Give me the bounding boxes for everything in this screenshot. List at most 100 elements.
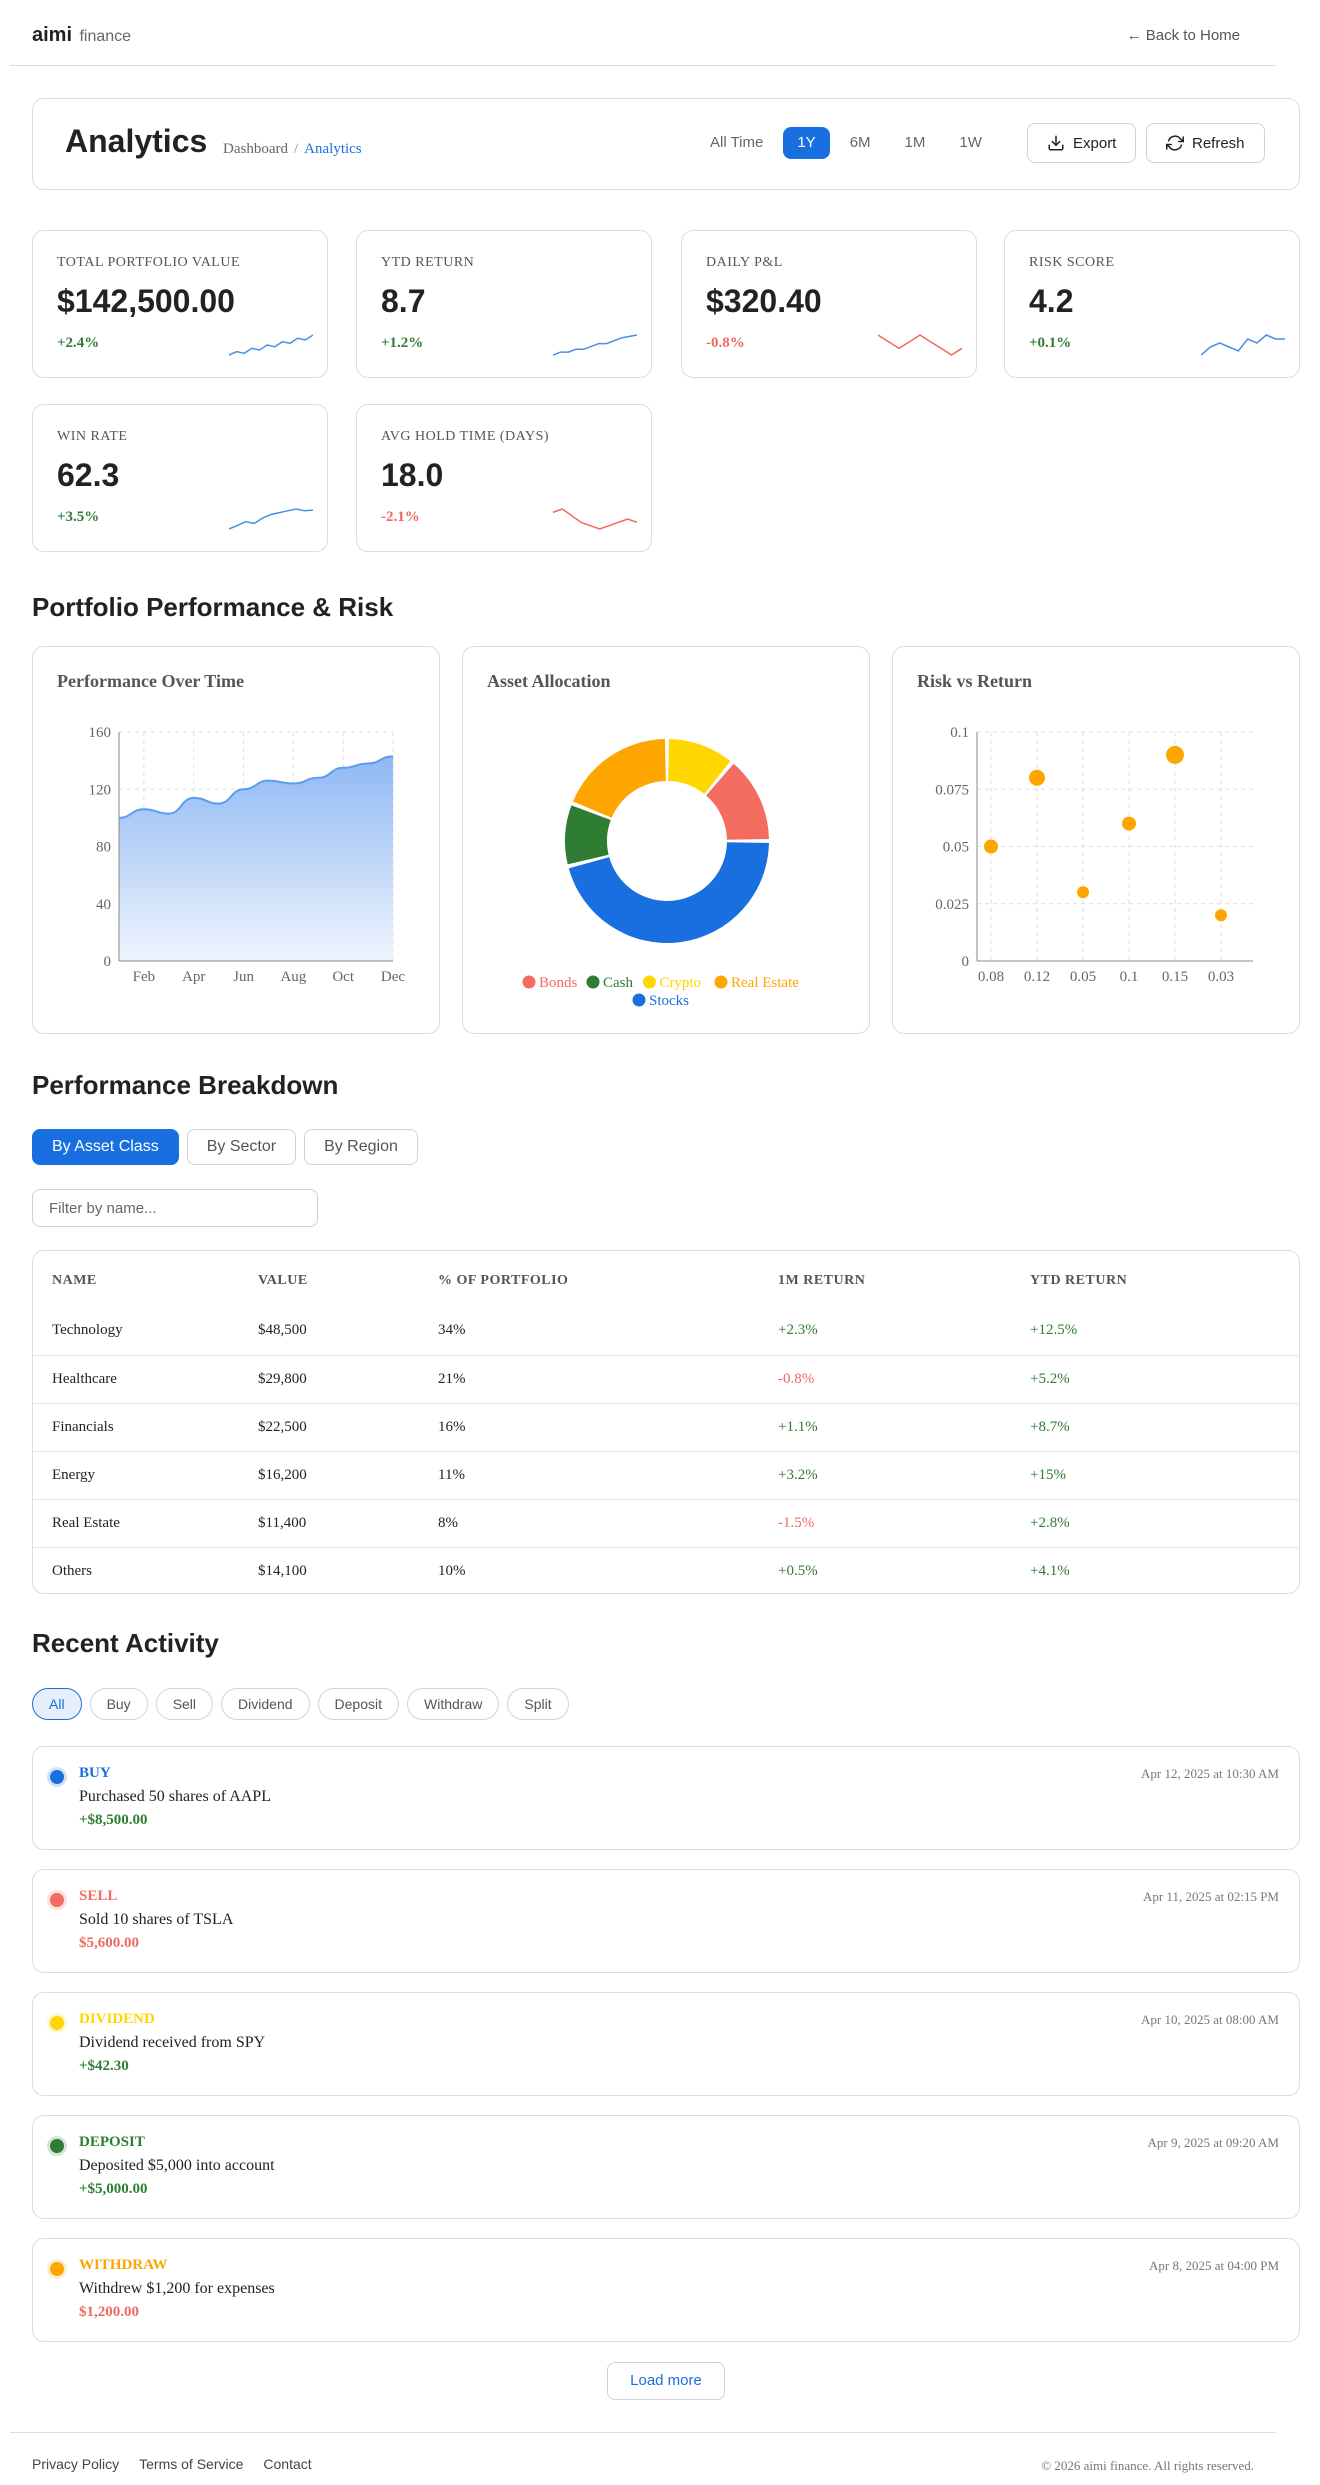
activity-type: DEPOSIT xyxy=(79,2134,145,2150)
activity-type-dot xyxy=(50,2016,64,2030)
filter-by-name-input[interactable] xyxy=(32,1189,318,1227)
scatter-point xyxy=(984,839,998,854)
brand-logo[interactable]: aimi finance xyxy=(32,24,131,47)
activity-type: BUY xyxy=(79,1765,111,1781)
sparkline-path xyxy=(1201,334,1285,356)
y-tick-label: 0.025 xyxy=(935,897,969,913)
cell-1m-return: +2.3% xyxy=(778,1322,818,1339)
kpi-change: +2.4% xyxy=(57,335,100,351)
activity-item-dividend[interactable]: DIVIDEND Dividend received from SPY +$42.3… xyxy=(32,1992,1300,2096)
export-button[interactable]: Export xyxy=(1027,123,1137,163)
cell-ytd-return: +15% xyxy=(1030,1450,1299,1499)
performance-chart-title: Performance Over Time xyxy=(57,671,244,691)
y-tick-label: 0 xyxy=(104,954,112,970)
table-row[interactable]: Energy $16,200 11% +3.2% +15% xyxy=(33,1450,1299,1499)
cell-pct: 34% xyxy=(438,1322,466,1339)
kpi-change: -2.1% xyxy=(381,509,420,525)
x-tick-label: Feb xyxy=(133,969,156,985)
activity-amount: +$5,000.00 xyxy=(79,2181,148,2197)
performance-area-chart: 0 40 80 120 160 Feb Apr Jun Aug Oct Dec xyxy=(89,725,406,985)
y-tick-label: 0.075 xyxy=(935,782,969,798)
activity-amount: $1,200.00 xyxy=(79,2304,139,2320)
activity-filter-buy[interactable]: Buy xyxy=(89,1688,148,1720)
kpi-card-ytd-return: YTD RETURN 8.7 +1.2% xyxy=(356,230,652,378)
top-nav: aimi finance ← Back to Home xyxy=(10,0,1276,66)
sparkline-path xyxy=(229,508,313,530)
table-row[interactable]: Technology $48,500 34% +2.3% +12.5% xyxy=(33,1307,1299,1355)
cell-value: $16,200 xyxy=(258,1450,438,1499)
legend-label-stocks: Stocks xyxy=(649,993,689,1009)
activity-timestamp: Apr 12, 2025 at 10:30 AM xyxy=(1141,1766,1279,1781)
range-1w[interactable]: 1W xyxy=(959,134,982,151)
kpi-card-total-portfolio-value: TOTAL PORTFOLIO VALUE $142,500.00 +2.4% xyxy=(32,230,328,378)
column-header-ytd-return[interactable]: YTD RETURN xyxy=(1030,1273,1128,1288)
slice-cash xyxy=(565,805,611,865)
x-tick-label: 0.03 xyxy=(1208,969,1234,985)
cell-ytd-return: +5.2% xyxy=(1030,1354,1299,1403)
table-row[interactable]: Others $14,100 10% +0.5% +4.1% xyxy=(33,1546,1299,1593)
footer-link-contact[interactable]: Contact xyxy=(263,2456,312,2472)
tab-by-region[interactable]: By Region xyxy=(304,1129,418,1165)
kpi-value: $320.40 xyxy=(706,283,822,319)
breadcrumb: Dashboard / Analytics xyxy=(223,141,362,158)
x-tick-label: Dec xyxy=(381,969,405,985)
column-header-1m-return[interactable]: 1M RETURN xyxy=(778,1273,866,1288)
activity-filter-withdraw[interactable]: Withdraw xyxy=(407,1688,500,1720)
range-6m[interactable]: 6M xyxy=(849,134,871,151)
legend-swatch-cash xyxy=(586,975,600,989)
activity-item-sell[interactable]: SELL Sold 10 shares of TSLA $5,600.00 Apr 1… xyxy=(32,1869,1300,1973)
risk-return-chart-card: Risk vs Return 0 0.025 0.05 0.075 0.1 0.08 0.1… xyxy=(892,646,1300,1034)
range-1m[interactable]: 1M xyxy=(904,134,926,151)
activity-item-withdraw[interactable]: WITHDRAW Withdrew $1,200 for expenses $1,2… xyxy=(32,2238,1300,2342)
tab-by-sector[interactable]: By Sector xyxy=(186,1129,297,1165)
range-all-time[interactable]: All Time xyxy=(710,134,764,151)
activity-description: Deposited $5,000 into account xyxy=(79,2157,275,2174)
slice-stocks xyxy=(568,842,769,944)
activity-type: WITHDRAW xyxy=(79,2257,168,2273)
sparkline-path xyxy=(229,334,313,356)
footer-link-terms-of-service[interactable]: Terms of Service xyxy=(139,2456,244,2472)
tab-by-asset-class[interactable]: By Asset Class xyxy=(32,1129,179,1165)
brand-suffix: finance xyxy=(79,28,132,45)
area-fill xyxy=(119,756,393,961)
activity-amount: +$8,500.00 xyxy=(79,1812,148,1828)
column-header-of-portfolio[interactable]: % OF PORTFOLIO xyxy=(438,1273,569,1288)
column-header-name[interactable]: NAME xyxy=(52,1273,97,1288)
legend-swatch-stocks xyxy=(632,993,646,1007)
footer-link-privacy-policy[interactable]: Privacy Policy xyxy=(32,2456,120,2472)
breadcrumb-dashboard[interactable]: Dashboard xyxy=(223,141,288,157)
activity-filter-dividend[interactable]: Dividend xyxy=(221,1688,310,1720)
slice-crypto xyxy=(668,739,731,795)
scatter-point xyxy=(1122,816,1136,831)
activity-item-buy[interactable]: BUY Purchased 50 shares of AAPL +$8,500.00… xyxy=(32,1746,1300,1850)
cell-value: $29,800 xyxy=(258,1354,438,1403)
cell-pct: 16% xyxy=(438,1402,778,1451)
legend-swatch-real-estate xyxy=(714,975,728,989)
section-title-breakdown: Performance Breakdown xyxy=(32,1070,339,1100)
y-tick-label: 0.1 xyxy=(950,725,969,741)
cell-1m-return: +0.5% xyxy=(778,1546,1030,1593)
cell-value: $48,500 xyxy=(258,1322,307,1339)
kpi-value: 62.3 xyxy=(57,457,120,493)
activity-filter-deposit[interactable]: Deposit xyxy=(317,1688,399,1720)
analytics-header: Analytics Dashboard / Analytics All Time 1Y… xyxy=(32,98,1300,190)
cell-pct: 10% xyxy=(438,1546,778,1593)
y-tick-label: 40 xyxy=(96,897,111,913)
table-row[interactable]: Financials $22,500 16% +1.1% +8.7% xyxy=(33,1402,1299,1451)
legend-swatch-crypto xyxy=(642,975,656,989)
cell-ytd-return: +12.5% xyxy=(1030,1322,1078,1339)
activity-filter-all[interactable]: All xyxy=(32,1688,82,1720)
activity-item-deposit[interactable]: DEPOSIT Deposited $5,000 into account +$5,… xyxy=(32,2115,1300,2219)
back-to-home-link[interactable]: ← Back to Home xyxy=(1126,27,1240,44)
copyright: © 2026 aimi finance. All rights reserved… xyxy=(1041,2458,1254,2473)
refresh-button[interactable]: Refresh xyxy=(1146,123,1265,163)
range-1y[interactable]: 1Y xyxy=(783,127,830,159)
activity-description: Withdrew $1,200 for expenses xyxy=(79,2280,275,2297)
activity-filter-split[interactable]: Split xyxy=(507,1688,569,1720)
table-row[interactable]: Real Estate $11,400 8% -1.5% +2.8% xyxy=(33,1498,1299,1547)
column-header-value[interactable]: VALUE xyxy=(258,1273,308,1288)
table-row[interactable]: Healthcare $29,800 21% -0.8% +5.2% xyxy=(33,1354,1299,1403)
activity-filter-sell[interactable]: Sell xyxy=(155,1688,214,1720)
load-more-button[interactable]: Load more xyxy=(607,2362,725,2400)
y-tick-label: 160 xyxy=(89,725,112,741)
